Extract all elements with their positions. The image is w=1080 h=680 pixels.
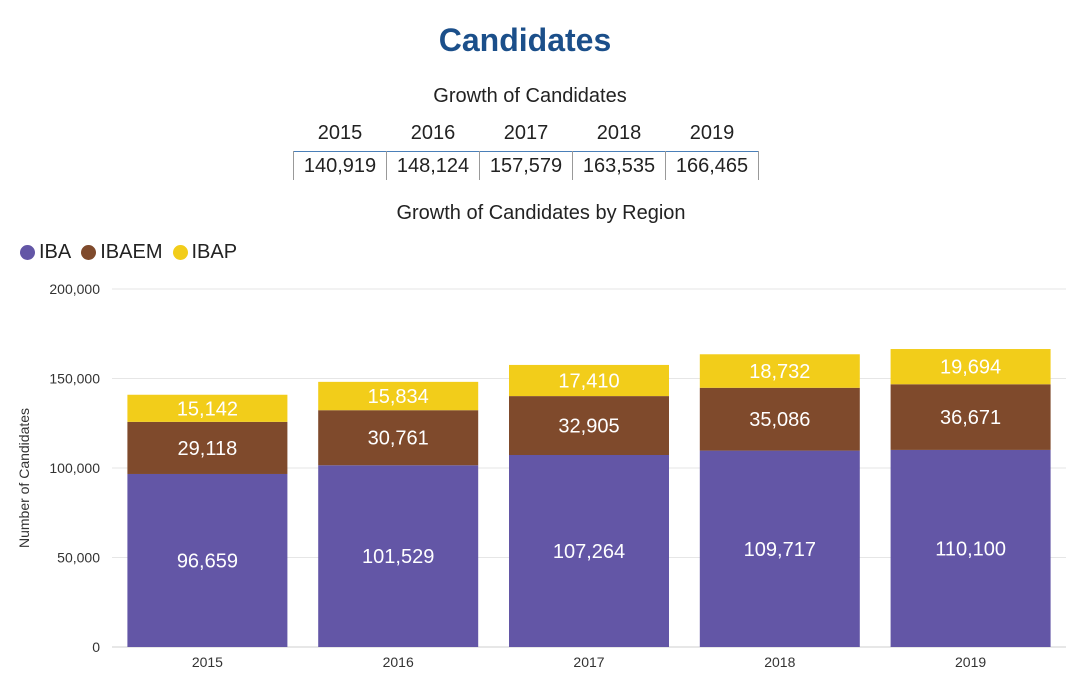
data-label-ibap-2016: 15,834: [368, 386, 429, 408]
growth-table-header-row: 2015 2016 2017 2018 2019: [294, 115, 759, 152]
data-label-ibaem-2016: 30,761: [368, 428, 429, 450]
chart-legend: IBA IBAEM IBAP: [20, 241, 237, 264]
legend-item-ibaem: IBAEM: [81, 241, 163, 264]
bar-ibap-2019: [890, 349, 1051, 385]
x-tick-label: 2018: [764, 654, 795, 670]
data-label-iba-2019: 110,100: [935, 538, 1006, 560]
bar-ibap-2015: [127, 394, 288, 422]
total-2016: 148,124: [386, 151, 480, 180]
bar-ibaem-2018: [699, 387, 860, 451]
year-header-2016: 2016: [410, 121, 456, 144]
bar-iba-2017: [509, 454, 669, 647]
bar-ibaem-2016: [318, 410, 479, 466]
y-axis-title: Number of Candidates: [16, 408, 32, 548]
bar-ibaem-2019: [890, 384, 1051, 450]
data-label-ibaem-2019: 36,671: [940, 407, 1001, 429]
x-tick-label: 2017: [573, 654, 604, 670]
legend-swatch-iba: [20, 245, 35, 260]
data-label-iba-2017: 107,264: [553, 541, 625, 563]
data-label-iba-2016: 101,529: [362, 546, 434, 568]
growth-table-row: 140,919 148,124 157,579 163,535 166,465: [293, 151, 759, 180]
bar-iba-2018: [699, 450, 860, 647]
bar-ibap-2017: [509, 364, 669, 397]
legend-label-ibap: IBAP: [191, 241, 238, 263]
data-label-ibap-2019: 19,694: [940, 357, 1001, 379]
data-label-iba-2018: 109,717: [744, 539, 816, 561]
x-tick-label: 2016: [383, 654, 414, 670]
y-tick-label: 50,000: [57, 550, 100, 566]
data-label-ibap-2017: 17,410: [558, 371, 619, 393]
legend-label-iba: IBA: [39, 241, 72, 263]
bar-iba-2019: [890, 449, 1051, 647]
bar-iba-2015: [127, 473, 288, 647]
y-tick-label: 200,000: [49, 281, 100, 297]
data-label-ibaem-2017: 32,905: [558, 416, 619, 438]
legend-swatch-ibap: [172, 245, 188, 260]
year-header-2015: 2015: [317, 121, 363, 144]
bar-ibap-2018: [699, 354, 860, 388]
bar-ibap-2016: [318, 381, 479, 411]
year-header-2017: 2017: [503, 121, 549, 144]
total-2019: 166,465: [665, 151, 759, 180]
chart-title: Growth of Candidates by Region: [396, 202, 686, 224]
growth-table: 2015 2016 2017 2018 2019 140,919 148,124…: [293, 115, 759, 180]
bar-iba-2016: [318, 465, 479, 647]
y-tick-label: 150,000: [49, 371, 100, 387]
page-title: Candidates: [438, 22, 612, 58]
bar-ibaem-2015: [127, 421, 288, 474]
data-label-ibaem-2018: 35,086: [749, 409, 810, 431]
y-tick-label: 100,000: [49, 460, 100, 476]
legend-swatch-ibaem: [81, 245, 97, 260]
legend-label-ibaem: IBAEM: [100, 241, 163, 263]
year-header-2018: 2018: [596, 121, 642, 144]
bar-ibaem-2017: [509, 396, 669, 455]
total-2017: 157,579: [479, 151, 573, 180]
data-label-iba-2015: 96,659: [177, 550, 238, 572]
x-tick-label: 2015: [192, 654, 223, 670]
legend-item-iba: IBA: [20, 241, 71, 264]
data-label-ibap-2018: 18,732: [749, 361, 810, 383]
growth-table-title: Growth of Candidates: [433, 85, 627, 107]
y-tick-label: 0: [92, 639, 100, 655]
legend-item-ibap: IBAP: [172, 241, 238, 264]
x-tick-label: 2019: [955, 654, 986, 670]
year-header-2019: 2019: [689, 121, 735, 144]
data-label-ibaem-2015: 29,118: [178, 438, 238, 460]
data-label-ibap-2015: 15,142: [177, 398, 238, 420]
